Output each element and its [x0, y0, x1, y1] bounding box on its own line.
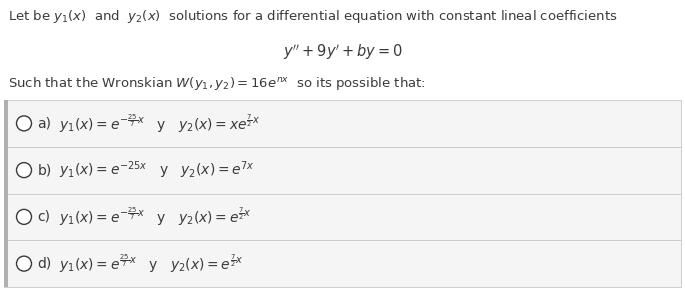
Text: $y_1(x) = e^{\frac{25}{7}x}$   y   $y_2(x) = e^{\frac{7}{2}x}$: $y_1(x) = e^{\frac{25}{7}x}$ y $y_2(x) =… — [60, 253, 244, 275]
Text: Such that the Wronskian $W(y_1 , y_2) = 16e^{nx}$  so its possible that:: Such that the Wronskian $W(y_1 , y_2) = … — [8, 75, 425, 92]
Bar — [4, 194, 8, 240]
Text: a): a) — [38, 116, 51, 130]
Text: $y_1(x) = e^{-\frac{25}{7}x}$   y   $y_2(x) = xe^{\frac{7}{2}x}$: $y_1(x) = e^{-\frac{25}{7}x}$ y $y_2(x) … — [60, 112, 260, 134]
Text: $y_1(x) = e^{-\frac{25}{7}x}$   y   $y_2(x) = e^{\frac{7}{2}x}$: $y_1(x) = e^{-\frac{25}{7}x}$ y $y_2(x) … — [60, 206, 252, 228]
Text: b): b) — [38, 163, 52, 177]
Text: d): d) — [38, 257, 52, 271]
Text: Let be $y_1(x)$  and  $y_2(x)$  solutions for a differential equation with const: Let be $y_1(x)$ and $y_2(x)$ solutions f… — [8, 8, 617, 25]
Text: c): c) — [38, 210, 51, 224]
Bar — [4, 100, 681, 147]
Circle shape — [16, 210, 32, 224]
Text: $y_1(x) = e^{-25x}$   y   $y_2(x) = e^{7x}$: $y_1(x) = e^{-25x}$ y $y_2(x) = e^{7x}$ — [60, 159, 256, 181]
Bar — [4, 240, 8, 287]
Circle shape — [16, 116, 32, 131]
Bar — [4, 147, 681, 194]
Bar — [4, 194, 681, 240]
Bar — [4, 100, 8, 147]
Bar — [4, 147, 8, 194]
Bar — [4, 240, 681, 287]
Text: $y'' + 9y' + by = 0$: $y'' + 9y' + by = 0$ — [282, 42, 403, 62]
Circle shape — [16, 163, 32, 178]
Circle shape — [16, 256, 32, 271]
